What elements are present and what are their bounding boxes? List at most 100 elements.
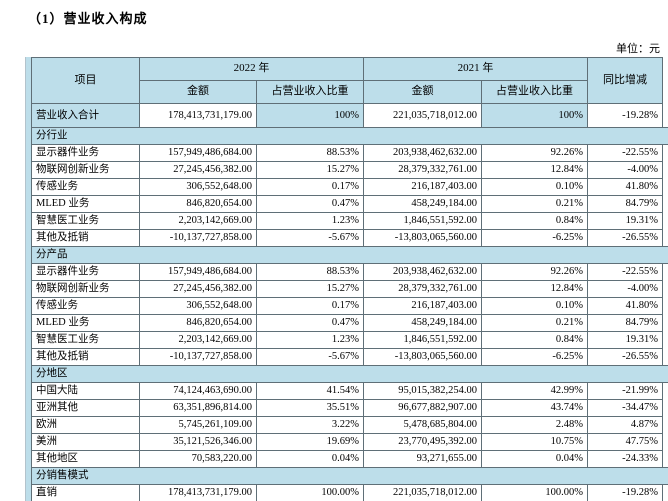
amount-2022: 27,245,456,382.00	[139, 161, 257, 179]
amount-2021: 203,938,462,632.00	[363, 263, 482, 281]
table-right-gutter	[663, 145, 668, 162]
table-right-gutter	[663, 196, 668, 213]
row-label: 显示器件业务	[31, 263, 140, 281]
revenue-table-wrapper: 项目 2022 年 2021 年 同比增减 金额 占营业收入比重 金额 占营业收…	[25, 57, 668, 501]
table-right-gutter	[663, 104, 668, 128]
row-label: 营业收入合计	[31, 103, 140, 128]
yoy-change: 41.80%	[587, 297, 663, 315]
ratio-2022: 15.27%	[256, 280, 364, 298]
amount-2022: 178,413,731,179.00	[139, 103, 257, 128]
amount-2021: 221,035,718,012.00	[363, 103, 482, 128]
ratio-2022: 88.53%	[256, 263, 364, 281]
col-header-2021: 2021 年	[363, 57, 588, 81]
ratio-2022: 3.22%	[256, 416, 364, 434]
yoy-change: -4.00%	[587, 280, 663, 298]
amount-2022: 5,745,261,109.00	[139, 416, 257, 434]
ratio-2022: 0.17%	[256, 297, 364, 315]
table-row: 其他及抵销 -10,137,727,858.00 -5.67% -13,803,065…	[31, 229, 668, 247]
table-row: 智慧医工业务 2,203,142,669.00 1.23% 1,846,551,592…	[31, 212, 668, 230]
section-label: 分地区	[31, 365, 668, 383]
yoy-change: 19.31%	[587, 212, 663, 230]
amount-2021: -13,803,065,560.00	[363, 229, 482, 247]
row-label: 其他及抵销	[31, 348, 140, 366]
row-label: 其他地区	[31, 450, 140, 468]
table-row: 显示器件业务 157,949,486,684.00 88.53% 203,938,46…	[31, 144, 668, 162]
col-header-amount-2022: 金额	[139, 80, 257, 104]
amount-2022: 306,552,648.00	[139, 297, 257, 315]
ratio-2021: 12.84%	[481, 161, 588, 179]
table-right-gutter	[663, 315, 668, 332]
revenue-composition-table: 项目 2022 年 2021 年 同比增减 金额 占营业收入比重 金额 占营业收…	[31, 57, 668, 501]
ratio-2022: -5.67%	[256, 229, 364, 247]
section-label: 分销售模式	[31, 467, 668, 485]
amount-2022: 306,552,648.00	[139, 178, 257, 196]
yoy-change: -21.99%	[587, 382, 663, 400]
row-label: 智慧医工业务	[31, 331, 140, 349]
ratio-2021: 0.84%	[481, 212, 588, 230]
row-label: 显示器件业务	[31, 144, 140, 162]
yoy-change: -26.55%	[587, 229, 663, 247]
unit-label: 单位：元	[616, 43, 660, 55]
amount-2022: 846,820,654.00	[139, 195, 257, 213]
amount-2021: 28,379,332,761.00	[363, 280, 482, 298]
table-right-gutter	[663, 383, 668, 400]
ratio-2022: 0.47%	[256, 195, 364, 213]
table-right-gutter	[663, 281, 668, 298]
col-header-ratio-2022: 占营业收入比重	[256, 80, 364, 104]
ratio-2022: 100.00%	[256, 484, 364, 501]
yoy-change: 47.75%	[587, 433, 663, 451]
yoy-change: -19.28%	[587, 103, 663, 128]
table-right-gutter	[663, 179, 668, 196]
row-label: 欧洲	[31, 416, 140, 434]
row-label: 物联网创新业务	[31, 280, 140, 298]
ratio-2021: 92.26%	[481, 144, 588, 162]
table-row: 智慧医工业务 2,203,142,669.00 1.23% 1,846,551,592…	[31, 331, 668, 349]
ratio-2021: 10.75%	[481, 433, 588, 451]
table-row: 欧洲 5,745,261,109.00 3.22% 5,478,685,804.00 2…	[31, 416, 668, 434]
amount-2022: 157,949,486,684.00	[139, 263, 257, 281]
row-label: MLED 业务	[31, 314, 140, 332]
table-row: MLED 业务 846,820,654.00 0.47% 458,249,184.00…	[31, 314, 668, 332]
yoy-change: -4.00%	[587, 161, 663, 179]
table-row: 物联网创新业务 27,245,456,382.00 15.27% 28,379,332…	[31, 280, 668, 298]
table-right-gutter	[663, 349, 668, 366]
yoy-change: -22.55%	[587, 263, 663, 281]
row-label: 中国大陆	[31, 382, 140, 400]
table-row: 其他及抵销 -10,137,727,858.00 -5.67% -13,803,065…	[31, 348, 668, 366]
amount-2022: -10,137,727,858.00	[139, 229, 257, 247]
table-right-gutter	[663, 451, 668, 468]
table-row: 其他地区 70,583,220.00 0.04% 93,271,655.00 0.04%…	[31, 450, 668, 468]
yoy-change: 84.79%	[587, 195, 663, 213]
ratio-2022: 0.17%	[256, 178, 364, 196]
ratio-2021: 92.26%	[481, 263, 588, 281]
ratio-2021: 12.84%	[481, 280, 588, 298]
row-label: 其他及抵销	[31, 229, 140, 247]
ratio-2022: 1.23%	[256, 212, 364, 230]
table-row: 传感业务 306,552,648.00 0.17% 216,187,403.00 0.1…	[31, 178, 668, 196]
ratio-2022: 41.54%	[256, 382, 364, 400]
amount-2022: 178,413,731,179.00	[139, 484, 257, 501]
ratio-2022: 1.23%	[256, 331, 364, 349]
amount-2021: 216,187,403.00	[363, 178, 482, 196]
table-right-gutter	[663, 162, 668, 179]
ratio-2021: 0.84%	[481, 331, 588, 349]
row-label: 传感业务	[31, 178, 140, 196]
table-right-gutter	[663, 332, 668, 349]
amount-2022: 74,124,463,690.00	[139, 382, 257, 400]
table-row: 物联网创新业务 27,245,456,382.00 15.27% 28,379,332…	[31, 161, 668, 179]
ratio-2022: 88.53%	[256, 144, 364, 162]
col-header-amount-2021: 金额	[363, 80, 482, 104]
table-row: 美洲 35,121,526,346.00 19.69% 23,770,495,392.…	[31, 433, 668, 451]
amount-2022: 35,121,526,346.00	[139, 433, 257, 451]
section-header-row: 分地区	[31, 365, 668, 383]
amount-2022: 27,245,456,382.00	[139, 280, 257, 298]
section-header-row: 分产品	[31, 246, 668, 264]
amount-2022: -10,137,727,858.00	[139, 348, 257, 366]
ratio-2021: 100%	[481, 103, 588, 128]
yoy-change: -19.28%	[587, 484, 663, 501]
col-header-2022: 2022 年	[139, 57, 364, 81]
ratio-2021: 0.04%	[481, 450, 588, 468]
yoy-change: -24.33%	[587, 450, 663, 468]
ratio-2021: -6.25%	[481, 348, 588, 366]
